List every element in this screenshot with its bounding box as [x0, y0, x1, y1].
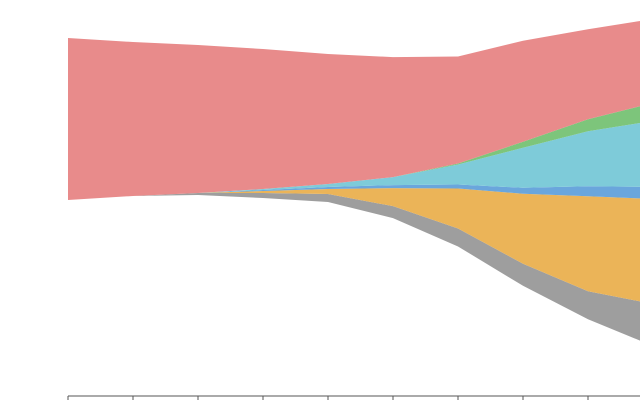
stream-layer — [68, 123, 640, 200]
stream-layer — [68, 193, 640, 341]
stream-layer — [68, 188, 640, 302]
stream-layer — [68, 184, 640, 200]
stream-layer — [68, 21, 640, 200]
